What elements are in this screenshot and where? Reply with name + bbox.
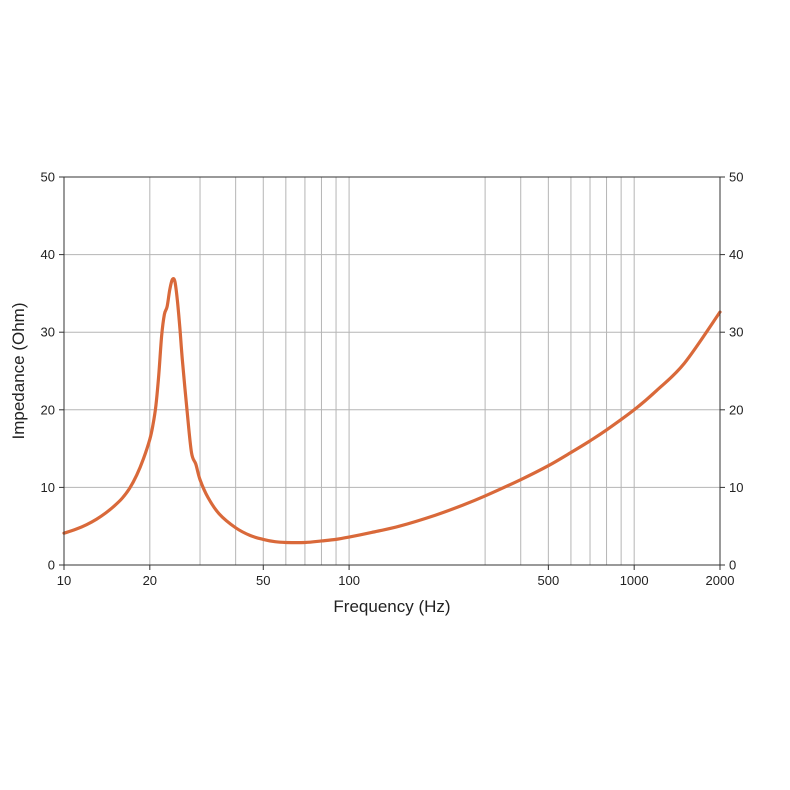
x-tick-label: 50 — [256, 573, 270, 588]
y-tick-label-right: 30 — [729, 325, 743, 340]
y-axis-title: Impedance (Ohm) — [9, 303, 28, 440]
y-tick-label-left: 0 — [48, 558, 55, 573]
y-tick-label-right: 50 — [729, 170, 743, 185]
x-tick-label: 100 — [338, 573, 360, 588]
x-tick-label: 20 — [143, 573, 157, 588]
y-tick-label-right: 10 — [729, 480, 743, 495]
y-tick-label-left: 20 — [41, 402, 55, 417]
y-tick-label-right: 40 — [729, 247, 743, 262]
y-tick-label-right: 0 — [729, 558, 736, 573]
y-tick-label-left: 50 — [41, 170, 55, 185]
y-tick-label-left: 30 — [41, 325, 55, 340]
y-tick-label-left: 40 — [41, 247, 55, 262]
grid-layer — [64, 177, 720, 565]
x-axis-title: Frequency (Hz) — [333, 597, 450, 616]
plot-frame — [63, 176, 721, 566]
y-tick-label-right: 20 — [729, 402, 743, 417]
x-tick-label: 1000 — [620, 573, 649, 588]
series-layer — [62, 277, 722, 545]
impedance-series-line — [62, 277, 722, 545]
x-tick-label: 500 — [538, 573, 560, 588]
x-tick-label: 10 — [57, 573, 71, 588]
x-tick-label: 2000 — [706, 573, 735, 588]
y-tick-label-left: 10 — [41, 480, 55, 495]
